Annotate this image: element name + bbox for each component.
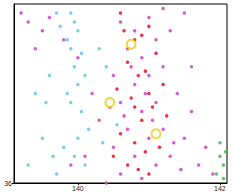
svg-text:140: 140 bbox=[72, 185, 84, 192]
svg-text:142: 142 bbox=[214, 185, 226, 192]
svg-text:36: 36 bbox=[4, 180, 12, 187]
